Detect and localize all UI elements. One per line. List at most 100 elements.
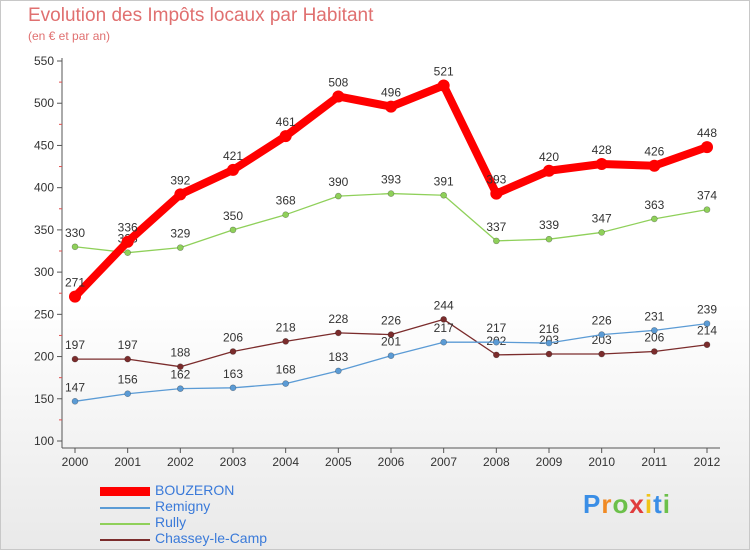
chart-title: Evolution des Impôts locaux par Habitant [28, 5, 374, 26]
data-point-bouzeron [437, 79, 450, 92]
data-label-chassey-le-camp: 244 [434, 298, 454, 312]
data-label-bouzeron: 508 [328, 75, 348, 89]
data-label-bouzeron: 521 [434, 64, 454, 78]
data-point-remigny [598, 331, 605, 338]
data-label-remigny: 201 [381, 335, 401, 349]
data-label-remigny: 217 [434, 321, 454, 335]
data-label-remigny: 239 [697, 303, 717, 317]
data-point-chassey-le-camp [229, 348, 237, 355]
data-label-remigny: 226 [592, 314, 612, 328]
y-tick-label: 400 [34, 181, 54, 195]
x-tick-label: 2009 [536, 455, 563, 469]
data-label-rully: 337 [486, 220, 506, 234]
legend-swatch-rully [100, 523, 150, 525]
legend-label-bouzeron: BOUZERON [155, 482, 235, 498]
data-point-rully [440, 191, 447, 199]
data-label-remigny: 162 [170, 368, 190, 382]
data-point-chassey-le-camp [124, 355, 131, 363]
data-point-remigny [335, 367, 342, 375]
data-label-bouzeron: 428 [592, 143, 612, 157]
data-label-bouzeron: 392 [170, 173, 190, 187]
legend-label-chassey: Chassey-le-Camp [155, 530, 268, 546]
data-point-rully [598, 229, 605, 236]
data-label-rully: 350 [223, 209, 243, 223]
data-point-rully [124, 249, 131, 256]
data-point-remigny [71, 398, 79, 405]
data-point-chassey-le-camp [71, 355, 79, 363]
legend-label-rully: Rully [155, 514, 187, 530]
y-tick-label: 550 [34, 54, 54, 68]
data-point-chassey-le-camp [651, 348, 658, 355]
data-label-bouzeron: 336 [118, 221, 138, 235]
logo-letter: P [583, 489, 602, 519]
y-tick-label: 300 [34, 265, 54, 279]
data-label-chassey-le-camp: 214 [697, 324, 717, 338]
x-tick-label: 2004 [272, 455, 299, 469]
y-tick-label: 200 [34, 350, 54, 364]
data-label-remigny: 168 [276, 363, 296, 377]
data-label-chassey-le-camp: 228 [328, 312, 348, 326]
data-label-remigny: 216 [539, 322, 559, 336]
data-label-rully: 330 [65, 226, 85, 240]
x-tick-label: 2002 [167, 455, 194, 469]
proxiti-logo: Proxiti [583, 489, 671, 520]
data-label-remigny: 147 [65, 380, 85, 394]
data-label-chassey-le-camp: 197 [65, 338, 85, 352]
data-label-chassey-le-camp: 197 [118, 338, 138, 352]
data-label-bouzeron: 393 [486, 173, 506, 187]
legend-swatch-bouzeron [100, 487, 150, 496]
data-label-rully: 374 [697, 189, 717, 203]
logo-letter: x [629, 489, 645, 519]
x-tick-label: 2003 [220, 455, 247, 469]
data-label-rully: 347 [592, 211, 612, 225]
x-tick-label: 2012 [694, 455, 721, 469]
data-label-remigny: 217 [486, 321, 506, 335]
data-point-chassey-le-camp [493, 351, 500, 359]
data-label-bouzeron: 271 [65, 276, 85, 290]
data-point-rully [703, 206, 711, 213]
data-point-chassey-le-camp [598, 350, 605, 358]
x-tick-label: 2008 [483, 455, 510, 469]
data-point-bouzeron [543, 164, 555, 177]
y-tick-label: 500 [34, 96, 54, 110]
data-point-bouzeron [332, 90, 345, 103]
data-label-rully: 329 [170, 227, 190, 241]
data-label-chassey-le-camp: 206 [644, 330, 664, 344]
data-label-chassey-le-camp: 206 [223, 330, 243, 344]
x-tick-label: 2007 [430, 455, 457, 469]
data-point-bouzeron [174, 188, 187, 201]
legend-label-remigny: Remigny [155, 498, 211, 514]
data-point-chassey-le-camp [440, 316, 447, 323]
data-point-rully [545, 235, 553, 243]
data-label-remigny: 231 [644, 309, 664, 323]
data-point-bouzeron [595, 158, 608, 171]
logo-letter: i [662, 489, 671, 519]
logo-letter: o [612, 489, 630, 519]
data-label-rully: 391 [434, 174, 454, 188]
data-point-bouzeron [121, 235, 134, 248]
data-label-chassey-le-camp: 188 [170, 346, 190, 360]
data-point-bouzeron [490, 187, 503, 200]
data-point-bouzeron [385, 100, 397, 113]
y-tick-label: 350 [34, 223, 54, 237]
data-point-bouzeron [648, 159, 661, 172]
data-point-rully [651, 215, 658, 223]
data-label-chassey-le-camp: 226 [381, 314, 401, 328]
x-tick-label: 2001 [114, 455, 141, 469]
y-tick-label: 100 [34, 434, 54, 448]
data-point-chassey-le-camp [335, 329, 342, 337]
data-label-rully: 339 [539, 218, 559, 232]
data-label-remigny: 183 [328, 350, 348, 364]
x-tick-label: 2010 [588, 455, 615, 469]
x-tick-label: 2000 [62, 455, 89, 469]
data-point-remigny [651, 327, 658, 334]
y-tick-label: 150 [34, 392, 54, 406]
data-label-rully: 390 [328, 175, 348, 189]
data-point-rully [282, 211, 289, 218]
x-tick-label: 2005 [325, 455, 352, 469]
data-point-chassey-le-camp [282, 338, 289, 345]
data-point-chassey-le-camp [387, 331, 395, 338]
data-point-remigny [124, 390, 131, 398]
data-label-chassey-le-camp: 218 [276, 320, 296, 334]
